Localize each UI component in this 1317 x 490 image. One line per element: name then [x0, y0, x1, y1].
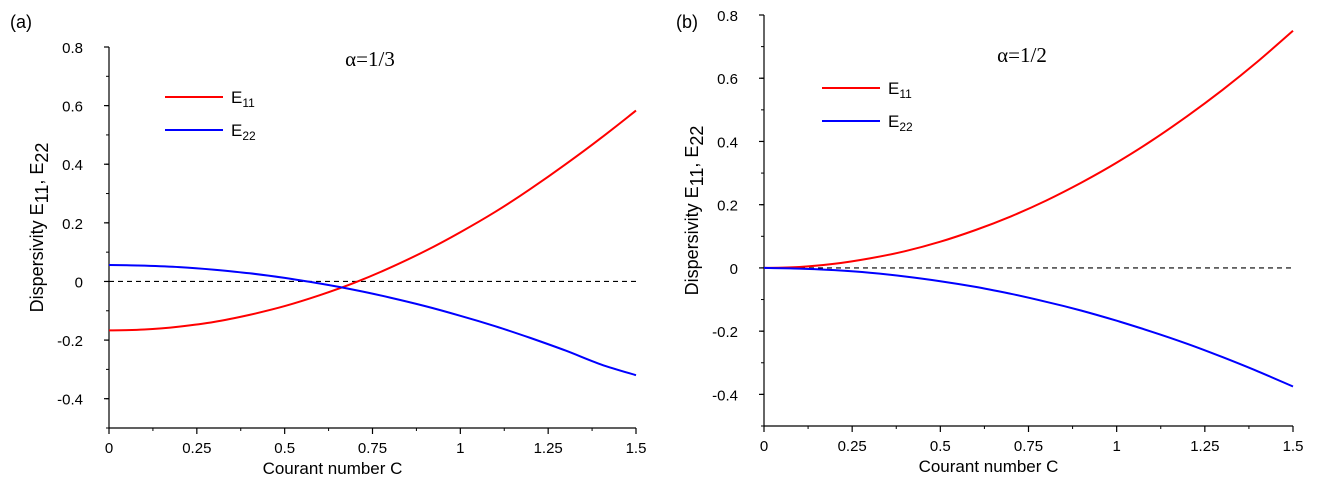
panel-label: (b)	[676, 12, 698, 32]
x-tick-label: 0.5	[274, 440, 295, 457]
x-axis-label: Courant number C	[919, 457, 1059, 476]
x-tick-label: 1.25	[534, 440, 563, 457]
y-tick-label: 0.4	[62, 157, 83, 174]
legend-label-e22: E22	[888, 112, 913, 134]
y-axis-label: Dispersivity E11, E22	[27, 143, 52, 313]
legend-label-e11: E11	[231, 88, 255, 110]
y-tick-label: 0.4	[717, 134, 738, 151]
series-line-e22	[108, 264, 637, 377]
series-line-e22	[763, 266, 1294, 388]
y-tick-label: -0.2	[712, 324, 738, 341]
x-tick-label: 1	[456, 440, 464, 457]
x-tick-label: 1.25	[1190, 438, 1219, 455]
y-tick-label: -0.4	[57, 392, 83, 409]
x-tick-label: 0.25	[182, 440, 211, 457]
x-tick-label: 0.75	[358, 440, 387, 457]
x-tick-label: 0.75	[1014, 438, 1043, 455]
chart-title: α=1/2	[997, 43, 1047, 67]
chart-panel-a: (a) -0.4 -0.2 0 0.2 0.4 0.6 0.8 0 0.25 0.5 0.75 1 1.2…	[10, 12, 646, 478]
y-axis-label: Dispersivity E11, E22	[682, 126, 707, 296]
x-tick-label: 0	[760, 438, 768, 455]
y-tick-label: 0.8	[62, 40, 83, 57]
y-tick-label: -0.2	[57, 333, 83, 350]
series-line-e11	[108, 109, 637, 332]
y-tick-label: 0	[730, 261, 738, 278]
legend-label-e11: E11	[888, 79, 912, 101]
y-tick-label: 0.2	[717, 198, 738, 215]
x-tick-label: 0	[105, 440, 113, 457]
y-tick-label: 0	[75, 274, 83, 291]
x-tick-label: 0.25	[838, 438, 867, 455]
panel-label: (a)	[10, 12, 32, 32]
x-tick-label: 1.5	[626, 440, 647, 457]
y-tick-label: 0.6	[717, 71, 738, 88]
x-tick-label: 0.5	[930, 438, 951, 455]
legend-label-e22: E22	[231, 121, 256, 143]
chart-title: α=1/3	[345, 47, 395, 71]
chart-panel-b: (b) -0.4 -0.2 0 0.2 0.4 0.6 0.8 0 0.25 0.5 0.75 1 1.2…	[676, 8, 1303, 476]
y-tick-label: 0.6	[62, 99, 83, 116]
x-tick-label: 1	[1112, 438, 1120, 455]
x-axis-label: Courant number C	[263, 459, 403, 478]
y-tick-label: 0.8	[717, 8, 738, 25]
y-tick-label: -0.4	[712, 387, 738, 404]
y-tick-label: 0.2	[62, 216, 83, 233]
x-tick-label: 1.5	[1283, 438, 1304, 455]
series-line-e11	[763, 30, 1294, 269]
